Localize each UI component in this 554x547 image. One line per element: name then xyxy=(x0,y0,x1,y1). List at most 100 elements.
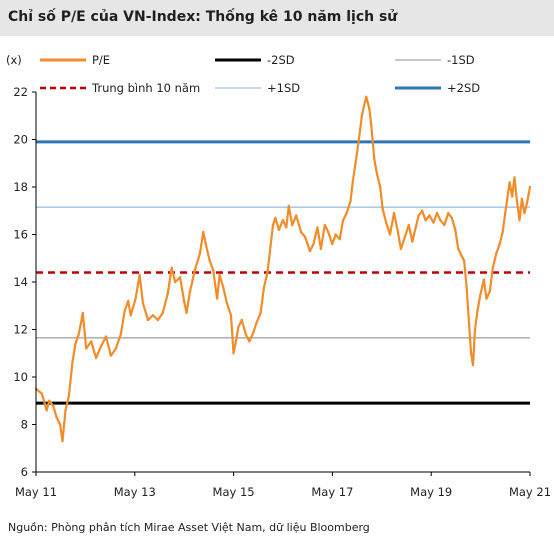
legend-item-mean: Trung bình 10 năm xyxy=(40,81,200,95)
y-tick-label: 16 xyxy=(13,228,28,242)
data-point xyxy=(188,290,192,293)
data-point xyxy=(146,318,150,322)
data-point xyxy=(218,273,221,277)
legend: P/E -2SD -1SD Trung bình 10 năm +1SD +2SD xyxy=(40,53,480,95)
y-tick-label: 18 xyxy=(13,180,28,194)
data-point xyxy=(407,223,410,227)
x-tick-label: May 11 xyxy=(15,485,57,499)
data-point xyxy=(58,423,62,426)
data-point xyxy=(151,314,155,317)
data-point xyxy=(182,299,186,303)
data-point xyxy=(417,214,420,217)
x-tick-label: May 19 xyxy=(410,485,452,499)
y-tick-label: 8 xyxy=(21,418,28,432)
data-point xyxy=(48,399,51,402)
data-point xyxy=(85,347,88,350)
data-point xyxy=(299,230,303,234)
data-point xyxy=(237,325,240,329)
data-point xyxy=(269,245,272,248)
data-point xyxy=(77,333,81,336)
data-point xyxy=(94,356,98,360)
data-point xyxy=(491,266,494,269)
data-point xyxy=(515,200,519,203)
data-point xyxy=(485,297,488,300)
legend-label-minus2sd: -2SD xyxy=(267,53,295,67)
y-tick-label: 12 xyxy=(13,323,28,337)
axes: 6 8 10 12 14 16 18 20 22 May 11 May 13 May 15 May 17… xyxy=(13,85,551,499)
data-point xyxy=(323,223,326,227)
data-point xyxy=(161,311,164,315)
data-point xyxy=(99,344,103,348)
y-axis-unit-label: (x) xyxy=(6,53,22,67)
data-point xyxy=(74,342,77,345)
data-point xyxy=(123,309,127,312)
data-point xyxy=(482,278,486,281)
data-point xyxy=(55,416,58,419)
data-point xyxy=(334,233,337,236)
data-point xyxy=(447,211,450,215)
data-point xyxy=(129,314,132,317)
legend-item-plus2sd: +2SD xyxy=(395,81,480,95)
data-point xyxy=(208,259,211,262)
data-point xyxy=(392,211,396,215)
data-point xyxy=(266,271,269,274)
data-point xyxy=(327,230,330,234)
x-tick-label: May 17 xyxy=(311,485,353,499)
data-point xyxy=(528,185,532,189)
x-tick-label: May 13 xyxy=(114,485,156,499)
data-point xyxy=(156,318,160,322)
data-point xyxy=(170,266,173,269)
data-point xyxy=(281,219,285,222)
data-point xyxy=(248,340,251,343)
data-point xyxy=(473,328,477,331)
data-point xyxy=(202,230,205,234)
series-layer xyxy=(34,95,532,443)
source-note: Nguồn: Phòng phân tích Mirae Asset Việt … xyxy=(8,521,370,534)
data-point xyxy=(316,226,319,229)
y-tick-label: 10 xyxy=(13,370,28,384)
data-point xyxy=(331,242,334,246)
data-point xyxy=(518,219,521,222)
data-point xyxy=(396,228,399,231)
data-point xyxy=(303,235,307,239)
data-point xyxy=(67,394,71,398)
chart-title: Chỉ số P/E của VN-Index: Thống kê 10 năm… xyxy=(8,9,398,25)
data-point xyxy=(450,216,453,220)
data-point xyxy=(109,354,113,357)
data-point xyxy=(193,268,197,272)
data-point xyxy=(259,311,262,315)
data-point xyxy=(291,223,294,227)
x-tick-label: May 21 xyxy=(509,485,551,499)
data-point xyxy=(134,297,137,300)
data-point xyxy=(365,95,368,98)
data-point xyxy=(349,200,352,203)
data-point xyxy=(424,219,427,222)
data-point xyxy=(488,290,491,293)
data-point xyxy=(465,285,468,288)
data-point xyxy=(439,219,442,222)
legend-item-plus1sd: +1SD xyxy=(215,81,300,95)
data-point xyxy=(45,409,48,412)
data-point xyxy=(403,235,407,239)
data-point xyxy=(360,114,364,118)
data-point xyxy=(428,214,431,217)
data-point xyxy=(338,238,341,241)
y-tick-label: 22 xyxy=(13,85,28,99)
data-point xyxy=(462,259,466,262)
data-point xyxy=(476,309,479,312)
data-point xyxy=(287,204,290,208)
data-point xyxy=(212,268,215,272)
data-point xyxy=(504,211,507,215)
data-point xyxy=(90,340,93,343)
data-point xyxy=(375,171,378,174)
data-point xyxy=(127,299,130,303)
data-point xyxy=(308,249,312,253)
data-point xyxy=(271,223,275,227)
y-tick-label: 14 xyxy=(13,275,28,289)
data-point xyxy=(262,285,266,288)
legend-label-plus2sd: +2SD xyxy=(447,81,480,95)
legend-label-mean: Trung bình 10 năm xyxy=(91,81,200,95)
x-tick-label: May 15 xyxy=(213,485,255,499)
data-point xyxy=(312,242,315,246)
data-point xyxy=(244,333,247,336)
